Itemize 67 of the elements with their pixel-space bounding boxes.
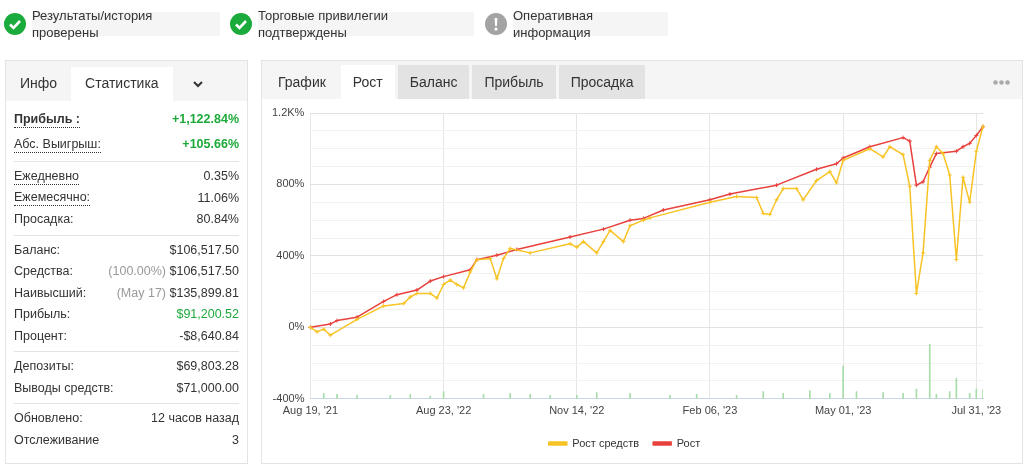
text: 12 часов назад xyxy=(151,411,239,425)
text: Наивысший: xyxy=(14,284,87,302)
x-tick-label: May 01, '23 xyxy=(814,404,872,417)
text: 0.35% xyxy=(203,169,239,183)
text: Оперативная информация xyxy=(513,8,595,40)
point xyxy=(960,144,966,150)
text: Процент: xyxy=(14,327,67,345)
text: Обновлено: xyxy=(14,410,83,427)
text: График xyxy=(277,73,327,92)
text: Просадка xyxy=(558,65,646,99)
point xyxy=(600,226,606,232)
text: Результаты/история проверены xyxy=(32,8,154,40)
text: 80.84% xyxy=(196,212,239,226)
y-tick-label: 0% xyxy=(288,320,305,333)
text: Выводы средств: xyxy=(14,379,114,397)
point xyxy=(660,207,666,213)
text: (May 17) xyxy=(116,285,167,300)
y-tick-label: 800% xyxy=(276,177,305,190)
text: $106,517.50 xyxy=(169,264,239,278)
y-tick-label: 1.2K% xyxy=(271,106,305,119)
text: $69,803.28 xyxy=(176,359,239,373)
y-tick-label: -400% xyxy=(272,391,305,404)
text: Прибыль: xyxy=(14,306,71,323)
text: Средства: xyxy=(14,263,73,280)
point xyxy=(567,234,573,240)
x-tick-label: Feb 06, '23 xyxy=(682,404,738,417)
point xyxy=(494,252,500,258)
text: $135,899.81 xyxy=(169,285,239,300)
legend-label: Рост xyxy=(676,436,701,449)
legend-label: Рост средств xyxy=(572,436,640,449)
text: +105.66% xyxy=(182,137,239,151)
text: Ежедневно xyxy=(14,168,80,185)
x-tick-label: Aug 19, '21 xyxy=(282,404,339,417)
text: 3 xyxy=(232,432,239,447)
point xyxy=(427,278,433,284)
text: Статистика xyxy=(71,67,173,101)
text: 11.06% xyxy=(197,190,239,205)
point xyxy=(907,138,913,144)
x-tick-label: Jul 31, '23 xyxy=(951,404,1002,417)
point xyxy=(334,318,340,324)
x-tick-label: Aug 23, '22 xyxy=(415,404,472,417)
x-tick-label: Nov 14, '22 xyxy=(549,404,605,417)
text: +1,122.84% xyxy=(171,112,239,126)
text: Прибыль xyxy=(472,65,556,99)
point xyxy=(727,191,733,197)
text: Торговые привилегии подтверждены xyxy=(258,8,389,40)
point xyxy=(627,217,633,223)
text: -$8,640.84 xyxy=(179,328,239,343)
text: Отслеживание xyxy=(14,431,100,449)
text: Прибыль : xyxy=(14,111,80,128)
point xyxy=(900,135,906,141)
text: Инфо xyxy=(19,74,59,93)
point xyxy=(920,179,926,185)
text: Депозиты: xyxy=(14,358,74,375)
text: Баланс: xyxy=(14,241,61,259)
text: $71,000.00 xyxy=(176,380,239,395)
text: $106,517.50 xyxy=(169,242,239,257)
point xyxy=(394,292,400,298)
text: Абс. Выигрыш: xyxy=(14,136,101,153)
text: Просадка: xyxy=(14,211,74,228)
text: Баланс xyxy=(397,65,470,99)
text: (100.00%) xyxy=(108,264,167,278)
y-tick-label: 400% xyxy=(276,248,305,261)
text: Рост xyxy=(340,65,395,99)
text: $91,200.52 xyxy=(176,307,239,321)
point xyxy=(327,321,333,327)
text: Ежемесячно: xyxy=(14,190,91,207)
